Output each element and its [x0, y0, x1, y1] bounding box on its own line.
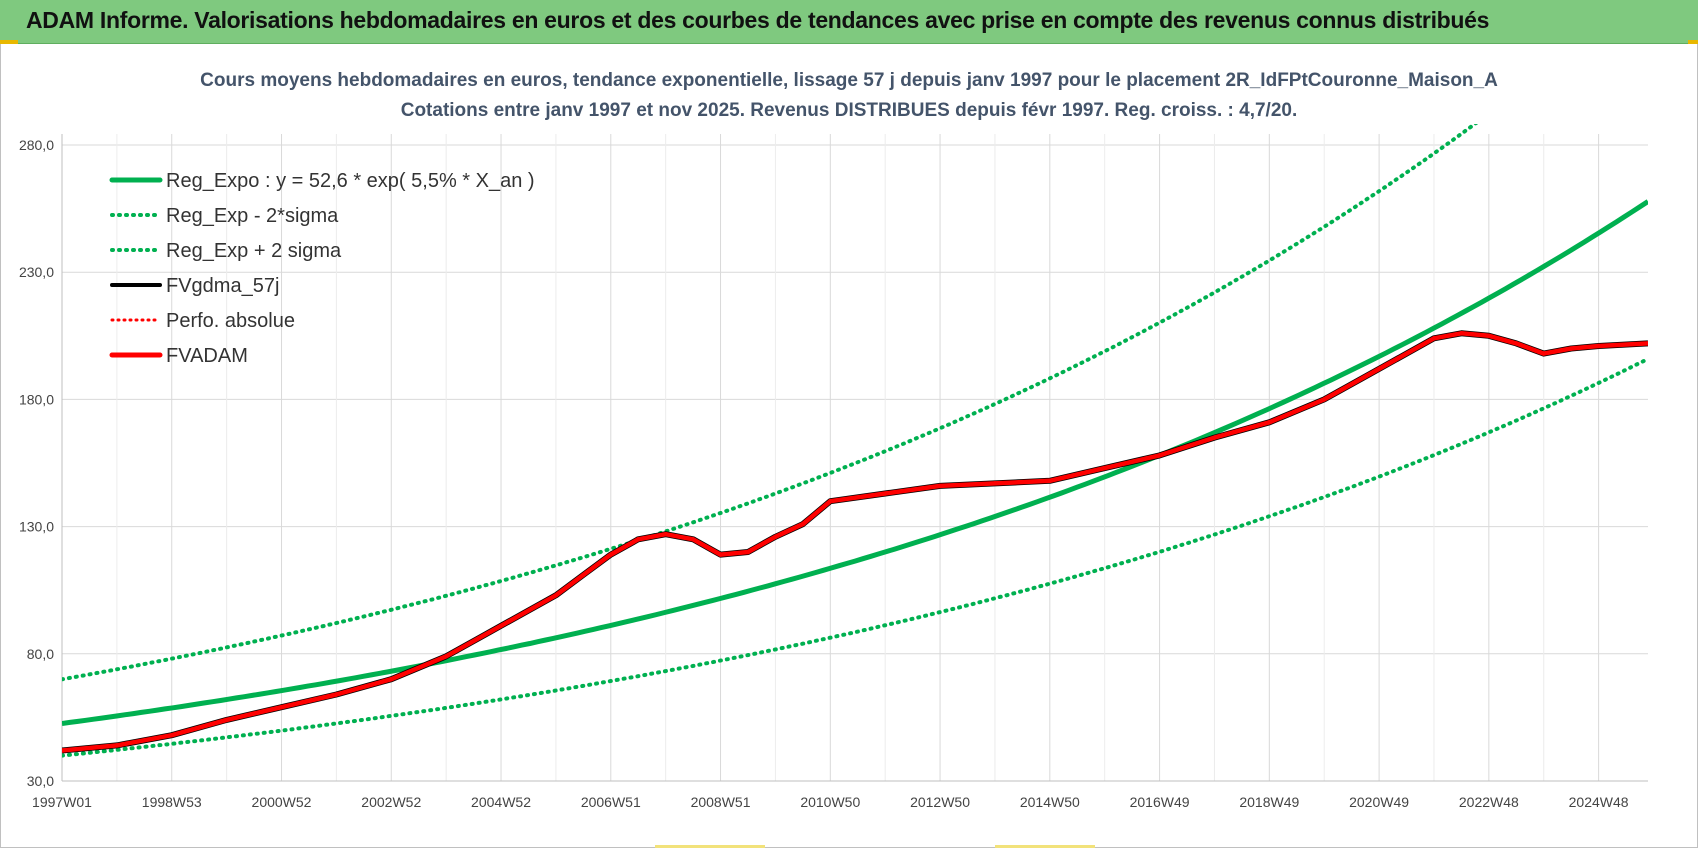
fvadam-point	[690, 537, 696, 542]
y-tick-label: 180,0	[19, 391, 54, 407]
legend-label: Perfo. absolue	[166, 310, 295, 332]
fvadam-point	[1486, 333, 1492, 338]
fvadam-point	[1541, 351, 1546, 356]
corner-marker-left	[0, 40, 18, 44]
grid	[61, 134, 1648, 782]
legend: Reg_Expo : y = 52,6 * exp( 5,5% * X_an )…	[109, 170, 535, 367]
fvadam-point	[169, 733, 174, 738]
y-axis: 280,0 230,0 180,0 130,0 80,0 30,0	[19, 137, 54, 789]
chart-title-line1: Cours moyens hebdomadaires en euros, ten…	[200, 70, 1498, 91]
fvadam-point	[1102, 465, 1107, 471]
sheet-tab-marker	[655, 845, 765, 848]
x-tick-label: 2000W52	[252, 794, 312, 810]
fvadam-point	[443, 654, 449, 659]
fvadam-point	[224, 717, 229, 723]
header-bar: ADAM Informe. Valorisations hebdomadaire…	[0, 0, 1698, 44]
series-fvadam	[62, 331, 1648, 753]
x-tick-label: 2024W48	[1569, 794, 1629, 810]
fvadam-point	[1568, 346, 1574, 351]
y-tick-label: 30,0	[27, 773, 54, 789]
series-reg-exp-minus-2sigma	[62, 356, 1648, 758]
fvadam-point	[279, 705, 284, 710]
x-tick-label: 1997W01	[32, 794, 92, 810]
fvadam-point	[745, 549, 751, 555]
fvadam-point	[937, 483, 943, 489]
x-tick-label: 2018W49	[1239, 794, 1299, 810]
fvadam-point	[1212, 435, 1217, 440]
fvadam-point	[1157, 453, 1162, 458]
y-tick-label: 230,0	[19, 264, 54, 280]
x-tick-label: 2002W52	[361, 794, 421, 810]
fvadam-point	[1047, 478, 1053, 484]
fvadam-point	[114, 743, 120, 748]
fvadam-point	[62, 748, 65, 753]
x-tick-label: 1998W53	[142, 794, 202, 810]
fvadam-point	[1267, 420, 1272, 425]
y-tick-label: 280,0	[19, 137, 54, 153]
fvadam-point	[1431, 336, 1437, 341]
fvadam-point	[608, 552, 613, 557]
x-tick-label: 2014W50	[1020, 794, 1080, 810]
fvadam-point	[992, 481, 998, 486]
x-tick-label: 2020W49	[1349, 794, 1409, 810]
chart-title-line2: Cotations entre janv 1997 et nov 2025. R…	[401, 100, 1298, 121]
corner-marker-right	[1688, 40, 1698, 44]
legend-label: Reg_Exp - 2*sigma	[166, 205, 339, 227]
fvadam-point	[718, 552, 723, 557]
fvadam-point	[1596, 343, 1601, 349]
fvadam-point	[800, 521, 806, 527]
x-tick-label: 2004W52	[471, 794, 531, 810]
fvadam-point	[636, 537, 641, 542]
fvadam-point	[498, 623, 504, 629]
fvadam-point	[553, 593, 559, 598]
chart-title: Cours moyens hebdomadaires en euros, ten…	[200, 70, 1498, 121]
chart-area: Cours moyens hebdomadaires en euros, ten…	[19, 70, 1648, 810]
fvadam-point	[334, 692, 339, 697]
x-tick-label: 2022W48	[1459, 794, 1519, 810]
fvadam-point	[1459, 331, 1464, 336]
legend-label: Reg_Exp + 2 sigma	[166, 240, 342, 262]
fvadam-point	[389, 677, 394, 682]
fvadam-point	[1376, 366, 1382, 372]
x-tick-label: 2016W49	[1130, 794, 1190, 810]
y-tick-label: 130,0	[19, 519, 54, 535]
sheet-tab-marker	[995, 845, 1095, 848]
legend-label: FVADAM	[166, 345, 248, 367]
x-tick-label: 2008W51	[691, 794, 751, 810]
x-axis: 1997W01 1998W53 2000W52 2002W52 2004W52 2006W…	[32, 794, 1629, 810]
x-tick-label: 2006W51	[581, 794, 641, 810]
fvadam-point	[1514, 341, 1519, 346]
x-tick-label: 2010W50	[800, 794, 860, 810]
page-title: ADAM Informe. Valorisations hebdomadaire…	[26, 7, 1490, 33]
legend-label: FVgdma_57j	[166, 275, 279, 297]
fvadam-point	[773, 534, 778, 539]
x-tick-label: 2012W50	[910, 794, 970, 810]
legend-label: Reg_Expo : y = 52,6 * exp( 5,5% * X_an )	[166, 170, 535, 192]
series-reg-exp-plus-2sigma	[62, 124, 1479, 682]
y-tick-label: 80,0	[27, 646, 54, 662]
fvadam-point	[828, 498, 833, 504]
fvadam-point	[882, 491, 888, 496]
series-lines	[62, 124, 1648, 758]
fvadam-point	[581, 572, 586, 578]
fvadam-point	[663, 532, 668, 537]
fvadam-point	[1645, 341, 1648, 346]
fvadam-point	[1322, 397, 1327, 402]
series-reg-expo	[62, 199, 1648, 726]
